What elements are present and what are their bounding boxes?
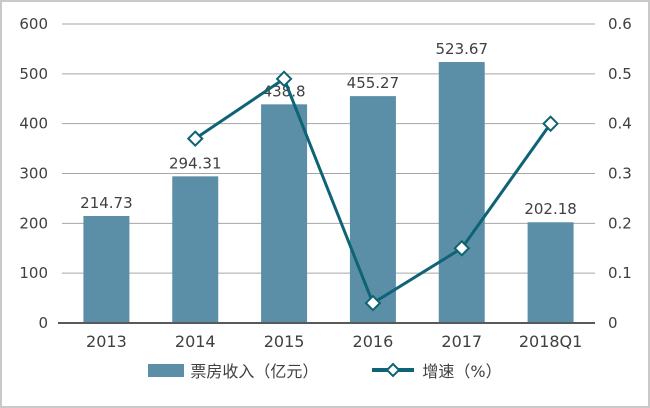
left-axis-tick: 300 [19, 165, 48, 183]
category-label: 2016 [353, 332, 394, 351]
left-axis-tick: 500 [19, 65, 48, 83]
line-marker [453, 239, 471, 257]
legend-revenue-label: 票房收入（亿元） [190, 362, 319, 381]
right-axis-tick: 0.3 [608, 165, 632, 183]
bar-value-label: 294.31 [169, 154, 222, 172]
legend: 票房收入（亿元） 增速（%） [2, 358, 648, 382]
left-axis-tick: 0 [38, 314, 48, 332]
bar [349, 96, 396, 324]
bar [172, 176, 219, 323]
category-label: 2013 [86, 332, 127, 351]
category-label: 2015 [264, 332, 305, 351]
right-axis-tick: 0.4 [608, 115, 632, 133]
category-label: 2018Q1 [519, 332, 583, 351]
legend-item-growth: 增速（%） [370, 358, 502, 382]
bar-value-label: 214.73 [80, 194, 133, 212]
line-marker [542, 115, 559, 133]
right-axis-tick: 0 [608, 314, 618, 332]
legend-item-revenue: 票房收入（亿元） [148, 358, 318, 382]
left-axis-tick: 100 [19, 264, 48, 282]
bar [83, 215, 130, 323]
category-label: 2014 [175, 332, 216, 351]
bar-swatch-icon [148, 363, 185, 377]
bar-value-label: 455.27 [347, 74, 400, 92]
legend-growth-label: 增速（%） [422, 362, 502, 381]
bar [438, 62, 485, 324]
left-axis-tick: 200 [19, 214, 48, 232]
bar-value-label: 523.67 [436, 40, 489, 58]
right-axis-tick: 0.6 [608, 15, 632, 33]
left-axis-tick: 600 [19, 15, 48, 33]
line-marker [275, 70, 293, 88]
left-axis-tick: 400 [19, 115, 48, 133]
right-axis-tick: 0.2 [608, 214, 632, 232]
category-label: 2017 [441, 332, 482, 351]
line-marker [186, 130, 204, 148]
bar [261, 104, 308, 324]
line-diamond-swatch-icon [372, 362, 415, 378]
bar-value-label: 202.18 [524, 200, 577, 218]
right-axis-tick: 0.1 [608, 264, 632, 282]
right-axis-tick: 0.5 [608, 65, 632, 83]
bar [527, 222, 574, 323]
line-marker [364, 294, 382, 312]
